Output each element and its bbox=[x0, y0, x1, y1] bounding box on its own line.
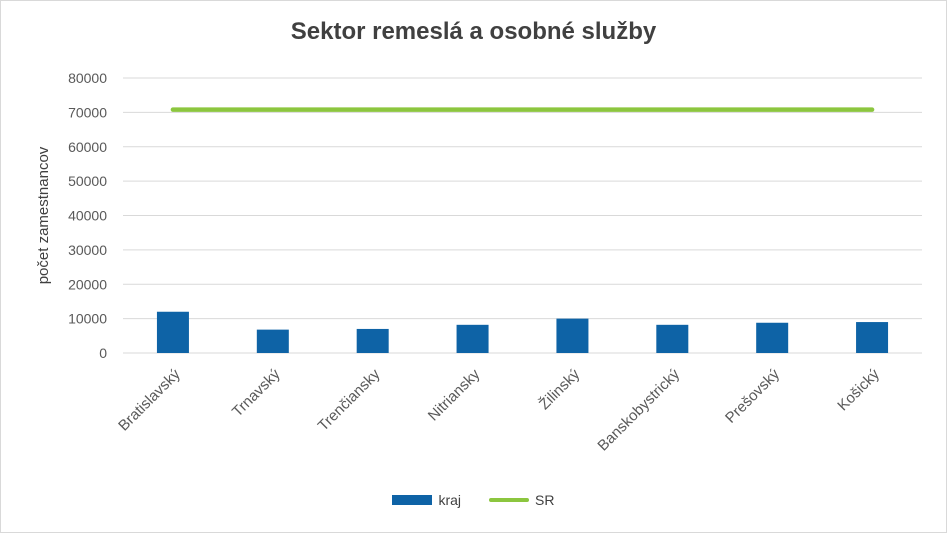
bar-2 bbox=[356, 328, 389, 353]
x-tick-label-2: Trenčiansky bbox=[315, 365, 384, 434]
legend-swatch-kraj bbox=[392, 495, 433, 505]
legend-label-kraj: kraj bbox=[438, 492, 462, 508]
x-tick-label-5: Banskobystrický bbox=[594, 365, 683, 454]
bar-5 bbox=[656, 324, 689, 353]
y-tick-label-0: 0 bbox=[99, 345, 107, 361]
legend-item-kraj: kraj bbox=[392, 492, 461, 508]
y-axis-label: počet zamestnancov bbox=[35, 146, 52, 284]
x-tick-label-6: Prešovský bbox=[722, 365, 783, 426]
bar-6 bbox=[756, 322, 789, 353]
bar-3 bbox=[456, 324, 489, 353]
x-tick-label-3: Nitriansky bbox=[425, 365, 484, 424]
y-tick-label-5: 50000 bbox=[68, 173, 107, 189]
y-tick-label-6: 60000 bbox=[68, 139, 107, 155]
x-tick-label-0: Bratislavský bbox=[115, 365, 184, 434]
bar-7 bbox=[856, 322, 889, 353]
bar-1 bbox=[256, 329, 289, 353]
legend-item-sr: SR bbox=[489, 492, 555, 508]
x-tick-label-1: Trnavský bbox=[229, 365, 284, 420]
y-tick-label-2: 20000 bbox=[68, 276, 107, 292]
chart-title: Sektor remeslá a osobné služby bbox=[290, 18, 657, 45]
bar-4 bbox=[556, 318, 589, 353]
chart-legend: kraj SR bbox=[0, 492, 947, 508]
legend-swatch-sr bbox=[489, 498, 530, 502]
legend-label-sr: SR bbox=[535, 492, 555, 508]
y-tick-label-3: 30000 bbox=[68, 242, 107, 258]
y-tick-label-4: 40000 bbox=[68, 208, 107, 224]
bar-0 bbox=[156, 311, 189, 353]
y-tick-label-8: 80000 bbox=[68, 70, 107, 86]
y-tick-label-7: 70000 bbox=[68, 104, 107, 120]
x-tick-label-4: Žilinský bbox=[536, 365, 584, 413]
y-tick-label-1: 10000 bbox=[68, 311, 107, 327]
x-tick-label-7: Košický bbox=[834, 365, 883, 414]
